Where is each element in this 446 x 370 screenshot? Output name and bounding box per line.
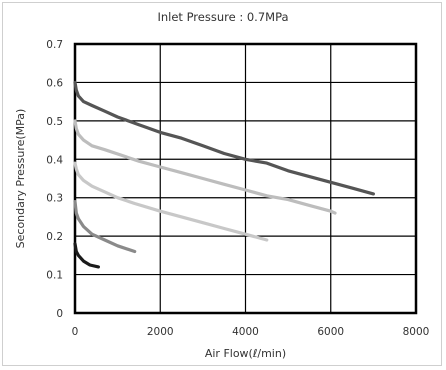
plot-frame — [73, 42, 418, 315]
y-tick-label: 0.4 — [46, 154, 63, 166]
y-tick-label: 0.6 — [46, 77, 63, 89]
x-tick-label: 8000 — [403, 326, 430, 338]
series-line-4 — [73, 200, 137, 254]
x-tick-labels: 0 2000 4000 6000 8000 — [72, 326, 430, 338]
series-group — [73, 80, 375, 269]
x-axis-label: Air Flow(ℓ/min) — [205, 347, 286, 360]
grid — [74, 43, 417, 314]
x-tick-label: 2000 — [147, 326, 174, 338]
series-line-2 — [73, 119, 337, 215]
y-tick-label: 0.7 — [46, 39, 63, 51]
y-tick-labels: 0 0.1 0.2 0.3 0.4 0.5 0.6 0.7 — [46, 39, 63, 320]
y-tick-label: 0.5 — [46, 116, 63, 128]
series-line-5 — [73, 242, 101, 269]
y-tick-label: 0.3 — [46, 193, 63, 205]
y-axis-label: Secondary Pressure(MPa) — [14, 109, 27, 249]
series-line-3 — [73, 161, 269, 242]
chart-title: Inlet Pressure : 0.7MPa — [157, 10, 289, 24]
x-tick-label: 0 — [72, 326, 79, 338]
y-tick-label: 0 — [56, 308, 63, 320]
series-line-1 — [73, 80, 375, 196]
x-tick-label: 6000 — [317, 326, 344, 338]
y-tick-label: 0.1 — [46, 270, 63, 282]
y-tick-label: 0.2 — [46, 231, 63, 243]
x-tick-label: 4000 — [232, 326, 259, 338]
